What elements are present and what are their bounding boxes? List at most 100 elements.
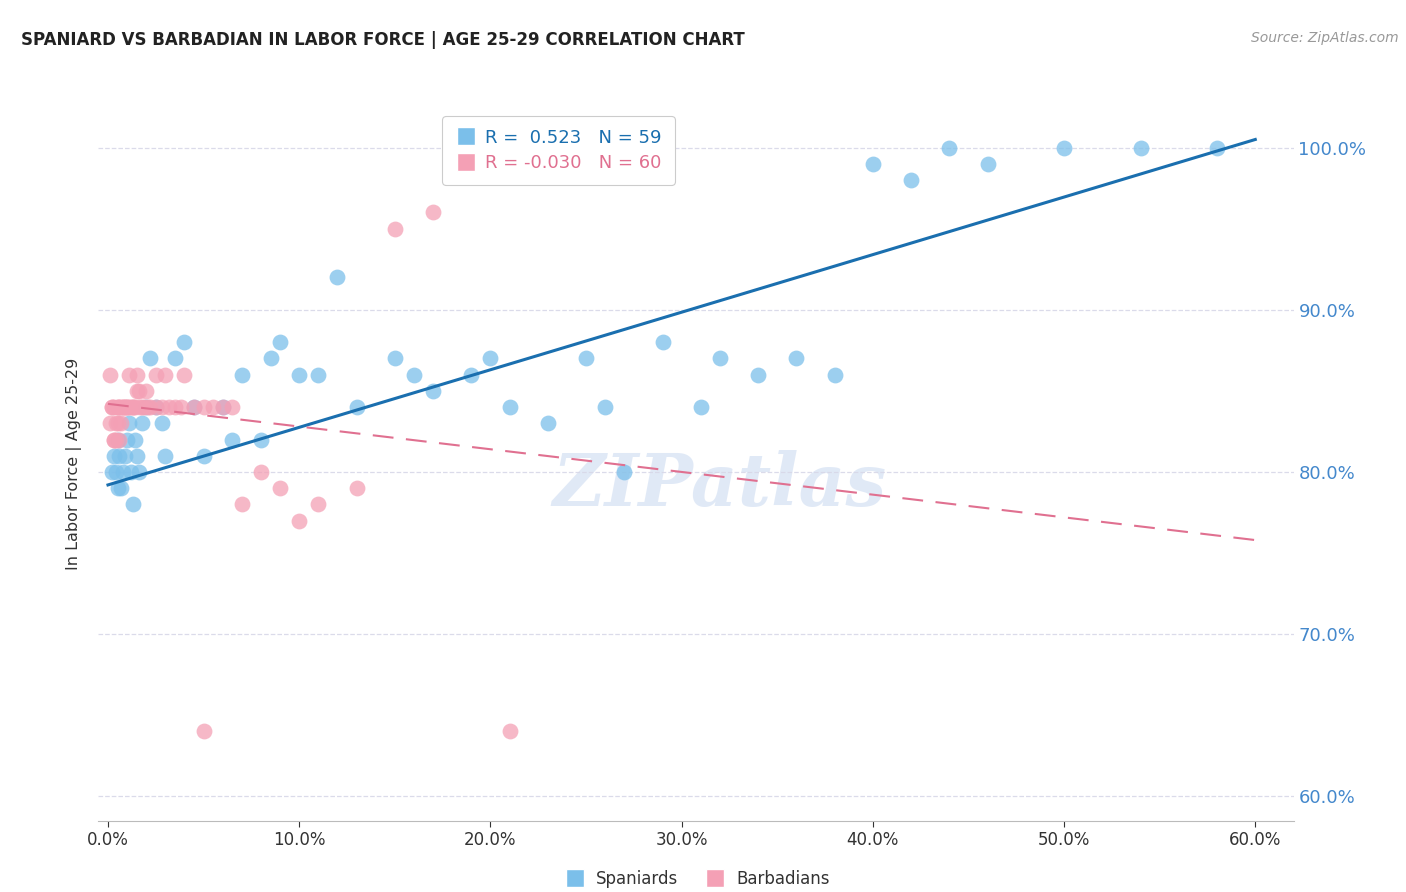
Barbadians (139, 400, 162, 414)
Spaniards (135, 400, 157, 414)
Spaniards (651, 335, 673, 350)
Spaniards (747, 368, 769, 382)
Barbadians (110, 417, 132, 431)
Barbadians (104, 433, 127, 447)
Spaniards (115, 433, 138, 447)
Barbadians (112, 400, 135, 414)
Barbadians (124, 400, 146, 414)
Spaniards (689, 400, 711, 414)
Barbadians (346, 481, 368, 495)
Spaniards (231, 368, 253, 382)
Spaniards (118, 417, 141, 431)
Barbadians (250, 465, 273, 479)
Barbadians (202, 400, 225, 414)
Spaniards (221, 433, 243, 447)
Spaniards (145, 400, 167, 414)
Barbadians (108, 433, 131, 447)
Barbadians (104, 417, 127, 431)
Barbadians (193, 724, 215, 739)
Spaniards (537, 417, 560, 431)
Spaniards (107, 433, 129, 447)
Barbadians (288, 514, 311, 528)
Barbadians (103, 433, 125, 447)
Spaniards (862, 157, 884, 171)
Spaniards (155, 449, 177, 463)
Legend: Spaniards, Barbadians: Spaniards, Barbadians (555, 863, 837, 892)
Spaniards (183, 400, 205, 414)
Spaniards (976, 157, 998, 171)
Spaniards (346, 400, 368, 414)
Barbadians (169, 400, 191, 414)
Barbadians (128, 384, 150, 398)
Barbadians (150, 400, 173, 414)
Barbadians (129, 400, 152, 414)
Spaniards (288, 368, 311, 382)
Spaniards (108, 449, 131, 463)
Text: SPANIARD VS BARBADIAN IN LABOR FORCE | AGE 25-29 CORRELATION CHART: SPANIARD VS BARBADIAN IN LABOR FORCE | A… (21, 31, 745, 49)
Spaniards (107, 481, 129, 495)
Barbadians (103, 400, 125, 414)
Barbadians (173, 368, 195, 382)
Barbadians (118, 400, 141, 414)
Barbadians (121, 400, 143, 414)
Spaniards (250, 433, 273, 447)
Spaniards (139, 351, 162, 366)
Barbadians (125, 368, 148, 382)
Barbadians (101, 400, 124, 414)
Spaniards (163, 351, 186, 366)
Spaniards (307, 368, 329, 382)
Barbadians (107, 400, 129, 414)
Spaniards (402, 368, 425, 382)
Spaniards (110, 481, 132, 495)
Spaniards (1053, 140, 1076, 154)
Spaniards (211, 400, 233, 414)
Barbadians (118, 368, 141, 382)
Barbadians (135, 384, 157, 398)
Spaniards (938, 140, 960, 154)
Barbadians (136, 400, 159, 414)
Barbadians (98, 417, 121, 431)
Barbadians (157, 400, 180, 414)
Spaniards (124, 433, 146, 447)
Barbadians (231, 497, 253, 511)
Spaniards (112, 465, 135, 479)
Spaniards (384, 351, 406, 366)
Spaniards (498, 400, 520, 414)
Barbadians (108, 400, 131, 414)
Spaniards (900, 173, 922, 187)
Spaniards (326, 270, 349, 285)
Text: ZIPatlas: ZIPatlas (553, 450, 887, 521)
Barbadians (103, 433, 125, 447)
Barbadians (110, 400, 132, 414)
Spaniards (709, 351, 731, 366)
Spaniards (575, 351, 598, 366)
Barbadians (134, 400, 156, 414)
Barbadians (221, 400, 243, 414)
Spaniards (121, 497, 143, 511)
Barbadians (121, 400, 143, 414)
Barbadians (163, 400, 186, 414)
Spaniards (128, 465, 150, 479)
Barbadians (155, 368, 177, 382)
Spaniards (131, 417, 153, 431)
Spaniards (1206, 140, 1229, 154)
Spaniards (460, 368, 482, 382)
Barbadians (107, 417, 129, 431)
Barbadians (384, 221, 406, 235)
Spaniards (103, 449, 125, 463)
Spaniards (613, 465, 636, 479)
Spaniards (269, 335, 291, 350)
Spaniards (593, 400, 616, 414)
Spaniards (104, 465, 127, 479)
Spaniards (173, 335, 195, 350)
Spaniards (1129, 140, 1152, 154)
Barbadians (422, 205, 444, 219)
Barbadians (120, 400, 142, 414)
Text: Source: ZipAtlas.com: Source: ZipAtlas.com (1251, 31, 1399, 45)
Spaniards (120, 465, 142, 479)
Barbadians (211, 400, 233, 414)
Spaniards (101, 465, 124, 479)
Spaniards (785, 351, 807, 366)
Spaniards (114, 449, 136, 463)
Barbadians (125, 384, 148, 398)
